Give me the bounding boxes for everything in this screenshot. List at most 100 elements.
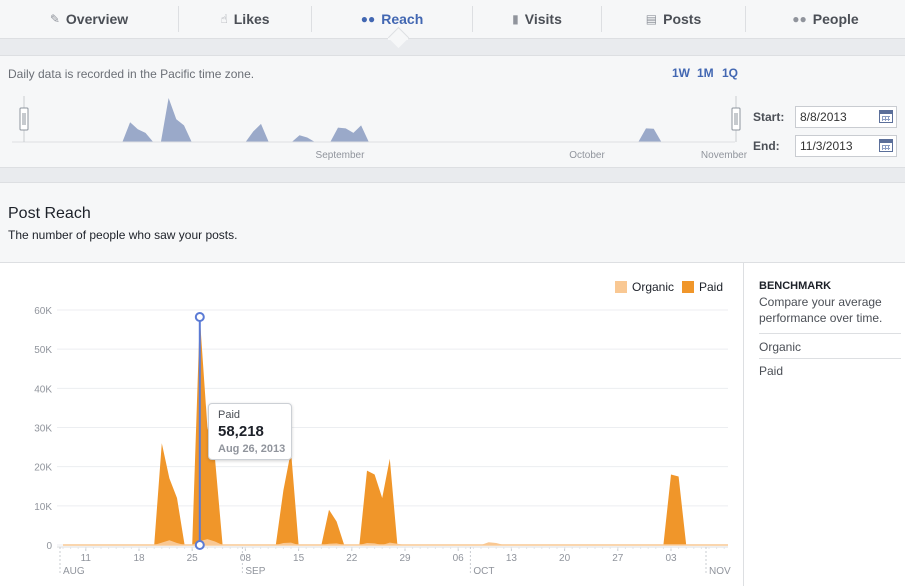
range-1m-button[interactable]: 1M xyxy=(697,66,714,80)
legend-swatch xyxy=(682,281,694,293)
date-range-selector: Daily data is recorded in the Pacific ti… xyxy=(0,56,905,168)
end-date-field xyxy=(795,135,897,157)
x-tick-label: 25 xyxy=(187,553,199,564)
tab-label: Posts xyxy=(663,11,702,27)
section-gap xyxy=(0,39,905,56)
people-icon: ●● xyxy=(360,12,376,26)
range-right-handle[interactable] xyxy=(731,96,741,142)
range-1w-button[interactable]: 1W xyxy=(672,66,690,80)
mini-month-label: October xyxy=(569,150,605,161)
y-tick-label: 20K xyxy=(34,463,52,474)
x-tick-label: 11 xyxy=(81,553,92,564)
tab-label: People xyxy=(812,11,859,27)
page-title: Post Reach xyxy=(8,205,91,222)
mini-chart-areas xyxy=(30,98,700,142)
chart-series-areas xyxy=(63,317,728,546)
tab-label: Overview xyxy=(65,11,129,27)
x-month-label: SEP xyxy=(245,566,265,577)
posts-icon: ▤ xyxy=(645,12,658,26)
tab-people[interactable]: ●● People xyxy=(746,0,905,38)
active-tab-pointer-mask xyxy=(388,38,408,40)
section-gap xyxy=(0,168,905,183)
mini-month-label: November xyxy=(701,150,748,161)
hover-point-bottom xyxy=(194,540,205,550)
y-tick-label: 30K xyxy=(34,424,52,435)
x-tick-label: 29 xyxy=(399,553,411,564)
tooltip-date: Aug 26, 2013 xyxy=(218,443,286,455)
tab-divider xyxy=(472,6,473,32)
benchmark-description: Compare your average performance over ti… xyxy=(759,295,883,325)
y-tick-label: 50K xyxy=(34,345,52,356)
y-tick-label: 40K xyxy=(34,384,52,395)
range-1q-button[interactable]: 1Q xyxy=(722,66,739,80)
legend-swatch xyxy=(615,281,627,293)
x-tick-label: 20 xyxy=(559,553,571,564)
tab-divider xyxy=(311,6,312,32)
x-month-label: OCT xyxy=(473,566,494,577)
y-tick-label: 0 xyxy=(46,541,52,552)
people-group-icon: ●● xyxy=(792,12,807,26)
tab-overview[interactable]: ✎ Overview xyxy=(0,0,178,38)
tab-divider xyxy=(178,6,179,32)
overview-mini-chart[interactable]: September October November xyxy=(0,56,750,167)
benchmark-paid[interactable]: Paid xyxy=(759,364,784,378)
legend-label: Paid xyxy=(699,280,724,294)
start-date-field xyxy=(795,106,897,128)
x-axis: 11 18 25 08 15 22 29 06 13 20 27 03 AUG SEP OCT NOV xyxy=(57,546,731,577)
tab-likes[interactable]: ☝ Likes xyxy=(179,0,311,38)
start-date-input[interactable] xyxy=(796,107,876,127)
y-tick-label: 60K xyxy=(34,306,52,317)
x-tick-label: 18 xyxy=(133,553,145,564)
data-tooltip: Paid 58,218 Aug 26, 2013 xyxy=(208,403,292,460)
tooltip-value: 58,218 xyxy=(218,423,264,440)
end-date-input[interactable] xyxy=(796,136,876,156)
megaphone-icon: ✎ xyxy=(49,12,60,26)
benchmark-panel: BENCHMARK Compare your average performan… xyxy=(743,263,905,586)
calendar-icon[interactable] xyxy=(879,139,893,152)
mini-area xyxy=(30,98,700,142)
legend-organic[interactable]: Organic xyxy=(615,280,674,294)
benchmark-title: BENCHMARK xyxy=(759,280,832,292)
x-tick-label: 06 xyxy=(453,553,465,564)
tab-reach[interactable]: ●● Reach xyxy=(312,0,472,38)
tab-label: Likes xyxy=(233,11,270,27)
tab-divider xyxy=(745,6,746,32)
page-subtitle: The number of people who saw your posts. xyxy=(8,228,238,242)
post-reach-header: Post Reach The number of people who saw … xyxy=(0,183,905,263)
calendar-icon[interactable] xyxy=(879,110,893,123)
x-tick-label: 08 xyxy=(240,553,252,564)
divider xyxy=(759,358,901,359)
tab-posts[interactable]: ▤ Posts xyxy=(602,0,745,38)
x-tick-label: 22 xyxy=(346,553,358,564)
tab-label: Reach xyxy=(381,11,424,27)
x-tick-label: 03 xyxy=(665,553,677,564)
divider xyxy=(759,333,901,334)
x-tick-label: 13 xyxy=(506,553,518,564)
x-month-label: AUG xyxy=(63,566,85,577)
thumbs-up-icon: ☝ xyxy=(220,12,228,26)
x-tick-label: 15 xyxy=(293,553,305,564)
timezone-note: Daily data is recorded in the Pacific ti… xyxy=(8,67,255,81)
tab-divider xyxy=(601,6,602,32)
range-left-handle[interactable] xyxy=(19,96,29,142)
tab-visits[interactable]: ▮ Visits xyxy=(473,0,601,38)
legend-label: Organic xyxy=(632,280,675,294)
x-tick-label: 27 xyxy=(612,553,624,564)
bar-chart-icon: ▮ xyxy=(512,12,519,26)
y-axis-ticks: 0 10K 20K 30K 40K 50K 60K xyxy=(34,306,52,552)
series-area-paid xyxy=(63,317,725,545)
y-tick-label: 10K xyxy=(34,502,52,513)
end-date-label: End: xyxy=(753,139,780,153)
hover-marker xyxy=(194,311,205,550)
x-month-label: NOV xyxy=(709,566,731,577)
legend-paid[interactable]: Paid xyxy=(682,280,723,294)
reach-area-chart[interactable]: 0 10K 20K 30K 40K 50K 60K 11 18 25 08 15 22 29 06 13 20… xyxy=(0,263,743,586)
tooltip-series: Paid xyxy=(218,409,241,421)
tab-label: Visits xyxy=(524,11,562,27)
post-reach-chart: Organic Paid 0 10K 20K 30K 40K 50K 60K 11 18 25 0… xyxy=(0,263,743,586)
series-area-organic xyxy=(63,539,725,545)
mini-month-label: September xyxy=(316,150,366,161)
start-date-label: Start: xyxy=(753,110,785,124)
hover-point-top xyxy=(194,311,205,322)
benchmark-organic[interactable]: Organic xyxy=(759,340,802,354)
